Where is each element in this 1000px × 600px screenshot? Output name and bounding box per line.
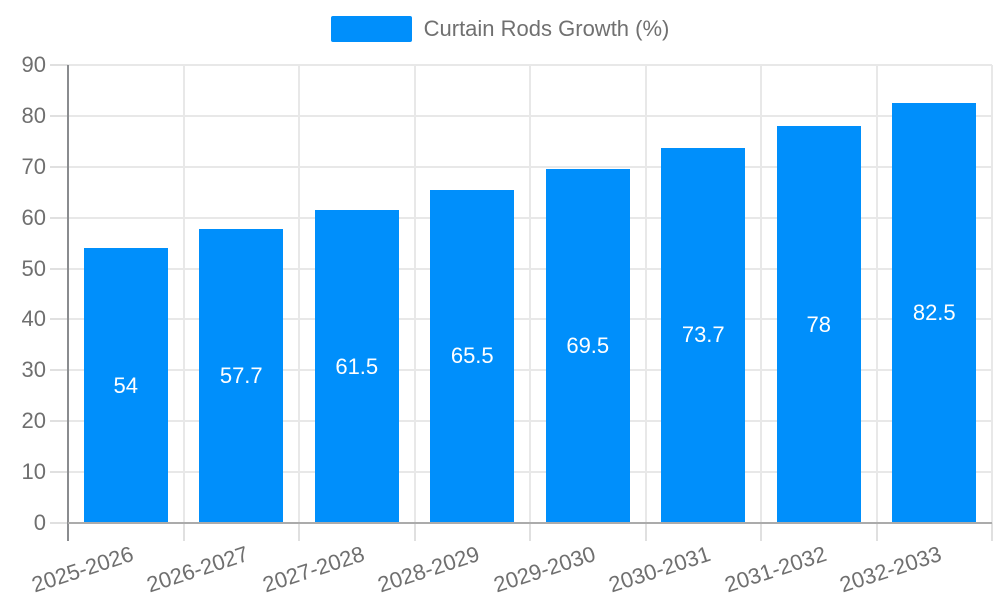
bar[interactable] <box>776 126 861 522</box>
legend-label[interactable]: Curtain Rods Growth (%) <box>423 16 670 41</box>
y-axis-tick <box>50 64 68 66</box>
y-axis-label: 50 <box>21 255 46 281</box>
bar[interactable] <box>83 248 168 522</box>
x-axis-line <box>68 522 992 524</box>
x-axis-tick <box>760 523 762 541</box>
gridline-vertical <box>529 65 531 523</box>
y-axis-tick <box>50 420 68 423</box>
x-axis-tick <box>644 523 647 541</box>
bar[interactable] <box>430 189 515 522</box>
gridline-vertical <box>413 65 416 523</box>
y-axis-tick <box>50 471 68 474</box>
x-axis-tick <box>875 523 878 541</box>
gridline-vertical <box>644 65 647 523</box>
bar[interactable] <box>892 103 977 522</box>
gridline-vertical <box>760 65 762 523</box>
y-axis-label: 60 <box>21 204 46 230</box>
y-axis-label: 90 <box>21 52 46 77</box>
y-axis-tick <box>50 522 68 524</box>
y-axis-label: 0 <box>33 510 46 535</box>
bar[interactable] <box>661 147 746 522</box>
bar[interactable] <box>545 169 630 522</box>
x-axis-tick <box>298 523 300 541</box>
y-axis-tick <box>50 165 68 168</box>
y-axis-tick <box>50 114 68 117</box>
y-axis-label: 70 <box>21 153 46 179</box>
y-axis-tick <box>50 216 68 219</box>
legend-swatch[interactable] <box>330 16 412 42</box>
x-axis-tick <box>182 523 185 541</box>
x-axis-tick <box>529 523 531 541</box>
gridline-vertical <box>991 65 993 523</box>
y-axis-tick <box>50 267 68 270</box>
y-axis-tick <box>50 318 68 321</box>
y-axis-tick <box>50 369 68 372</box>
gridline-vertical <box>298 65 300 523</box>
x-axis-tick <box>991 523 993 541</box>
bar[interactable] <box>199 229 284 522</box>
y-axis-label: 10 <box>21 459 46 485</box>
y-axis-label: 20 <box>21 408 46 434</box>
y-axis-line <box>67 65 69 541</box>
gridline-vertical <box>875 65 878 523</box>
legend[interactable]: Curtain Rods Growth (%) <box>0 16 1000 42</box>
y-axis-label: 30 <box>21 357 46 383</box>
gridline-vertical <box>182 65 185 523</box>
x-axis-tick <box>413 523 416 541</box>
bar[interactable] <box>314 210 399 522</box>
y-axis-label: 80 <box>21 102 46 128</box>
y-axis-label: 40 <box>21 306 46 332</box>
